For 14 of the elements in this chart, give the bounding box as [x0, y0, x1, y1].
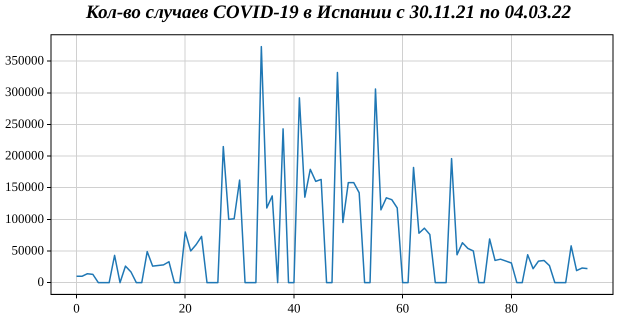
y-tick-label: 0	[38, 274, 44, 290]
x-tick-label: 80	[504, 300, 518, 316]
y-tick-label: 200000	[5, 147, 44, 162]
y-tick-label: 350000	[5, 52, 44, 68]
y-tick-label: 100000	[5, 210, 44, 226]
y-tick-label: 150000	[5, 179, 44, 194]
y-tick-label: 50000	[12, 242, 44, 258]
x-tick-label: 60	[396, 300, 410, 316]
x-tick-label: 20	[178, 300, 192, 316]
y-tick-label: 300000	[5, 84, 44, 100]
chart-title: Кол-во случаев COVID-19 в Испании с 30.11.21 по 04.03.22	[84, 1, 572, 25]
y-tick-label: 250000	[5, 116, 44, 131]
x-tick-label: 0	[73, 300, 80, 316]
x-tick-label: 40	[287, 300, 300, 316]
